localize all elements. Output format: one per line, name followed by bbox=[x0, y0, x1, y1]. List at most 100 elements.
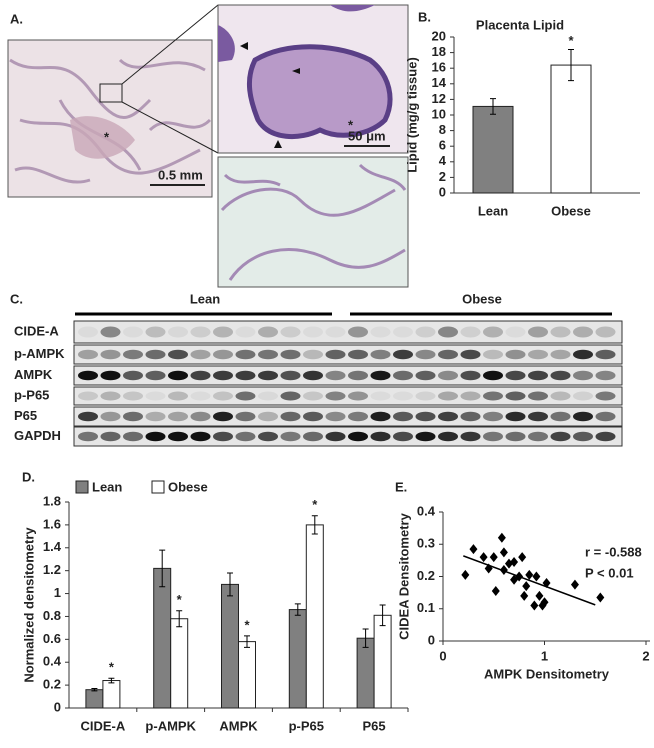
x-tick-label: Obese bbox=[551, 203, 591, 218]
row-label: P65 bbox=[14, 408, 37, 423]
band bbox=[348, 326, 368, 338]
band bbox=[460, 326, 481, 338]
band bbox=[460, 391, 481, 401]
bar bbox=[356, 637, 375, 709]
band bbox=[505, 370, 526, 381]
legend-swatch bbox=[75, 480, 89, 494]
band bbox=[145, 431, 166, 442]
band bbox=[78, 349, 98, 360]
band bbox=[505, 326, 526, 338]
band bbox=[258, 391, 278, 401]
point bbox=[525, 569, 534, 580]
row-label: AMPK bbox=[14, 367, 53, 382]
bar bbox=[550, 64, 592, 194]
band bbox=[123, 431, 143, 442]
legend-label: Obese bbox=[168, 479, 208, 494]
band bbox=[235, 370, 256, 381]
band bbox=[573, 370, 593, 381]
y-tick-label: 16 bbox=[432, 60, 446, 75]
x-axis-label: AMPK Densitometry bbox=[484, 666, 610, 681]
band bbox=[303, 411, 323, 422]
band bbox=[460, 370, 481, 381]
y-tick-label: 1.8 bbox=[43, 493, 61, 508]
y-axis-label: Normalized densitometry bbox=[21, 527, 36, 683]
band bbox=[235, 431, 256, 442]
y-tick-label: 0.4 bbox=[43, 654, 62, 669]
band bbox=[235, 411, 256, 422]
band bbox=[280, 431, 301, 442]
y-axis-label: CIDEA Densitometry bbox=[396, 512, 411, 639]
band bbox=[168, 326, 188, 338]
point bbox=[522, 581, 531, 592]
band bbox=[393, 349, 413, 360]
y-tick-label: 1.4 bbox=[43, 539, 62, 554]
point bbox=[535, 590, 544, 601]
band bbox=[235, 391, 256, 401]
band bbox=[145, 326, 166, 338]
y-tick-label: 0 bbox=[439, 184, 446, 199]
band bbox=[258, 411, 278, 422]
band bbox=[190, 370, 211, 381]
band bbox=[483, 349, 503, 360]
band bbox=[190, 431, 211, 442]
band bbox=[393, 431, 413, 442]
y-axis-label: Lipid (mg/g tissue) bbox=[404, 57, 419, 173]
band bbox=[258, 326, 278, 338]
point bbox=[518, 552, 527, 563]
band bbox=[168, 391, 188, 401]
band bbox=[190, 326, 211, 338]
band bbox=[550, 370, 571, 381]
error-bar bbox=[568, 48, 574, 82]
band bbox=[168, 431, 188, 442]
panel-label: D. bbox=[22, 469, 35, 484]
band bbox=[483, 431, 503, 442]
y-tick-label: 0.4 bbox=[417, 503, 436, 518]
band bbox=[460, 349, 481, 360]
band bbox=[348, 349, 368, 360]
band bbox=[325, 326, 346, 338]
y-tick-label: 1.6 bbox=[43, 516, 61, 531]
band bbox=[123, 391, 143, 401]
band bbox=[78, 431, 98, 442]
chart-title: Placenta Lipid bbox=[476, 17, 564, 32]
band bbox=[393, 326, 413, 338]
band bbox=[483, 411, 503, 422]
error-bar bbox=[244, 635, 250, 648]
row-label: p-AMPK bbox=[14, 346, 65, 361]
band bbox=[550, 349, 571, 360]
band bbox=[370, 411, 391, 422]
blot-strip bbox=[73, 320, 623, 344]
error-bar bbox=[227, 572, 233, 597]
point bbox=[489, 552, 498, 563]
significance: * bbox=[109, 660, 115, 675]
y-tick-label: 10 bbox=[432, 106, 446, 121]
band bbox=[393, 391, 413, 401]
stat-label: r = -0.588 bbox=[585, 544, 642, 559]
x-tick-label: 0 bbox=[439, 648, 446, 663]
y-tick-label: 4 bbox=[439, 153, 447, 168]
band bbox=[370, 391, 391, 401]
panel-label: C. bbox=[10, 291, 23, 306]
band bbox=[325, 391, 346, 401]
panel-a-images bbox=[7, 4, 409, 288]
point bbox=[491, 586, 500, 597]
band bbox=[595, 349, 616, 360]
point bbox=[479, 552, 488, 563]
row-label: CIDE-A bbox=[14, 323, 59, 338]
band bbox=[258, 370, 278, 381]
x-tick-label: p-P65 bbox=[289, 718, 324, 733]
band bbox=[438, 370, 458, 381]
band bbox=[303, 326, 323, 338]
band bbox=[258, 349, 278, 360]
band bbox=[573, 326, 593, 338]
y-tick-label: 0.6 bbox=[43, 631, 61, 646]
error-bar bbox=[490, 98, 496, 115]
band bbox=[100, 431, 121, 442]
point bbox=[540, 597, 549, 608]
point bbox=[499, 547, 508, 558]
band bbox=[235, 349, 256, 360]
band bbox=[100, 391, 121, 401]
bar bbox=[305, 524, 324, 709]
bar bbox=[102, 680, 121, 709]
y-tick-label: 0.3 bbox=[417, 536, 435, 551]
